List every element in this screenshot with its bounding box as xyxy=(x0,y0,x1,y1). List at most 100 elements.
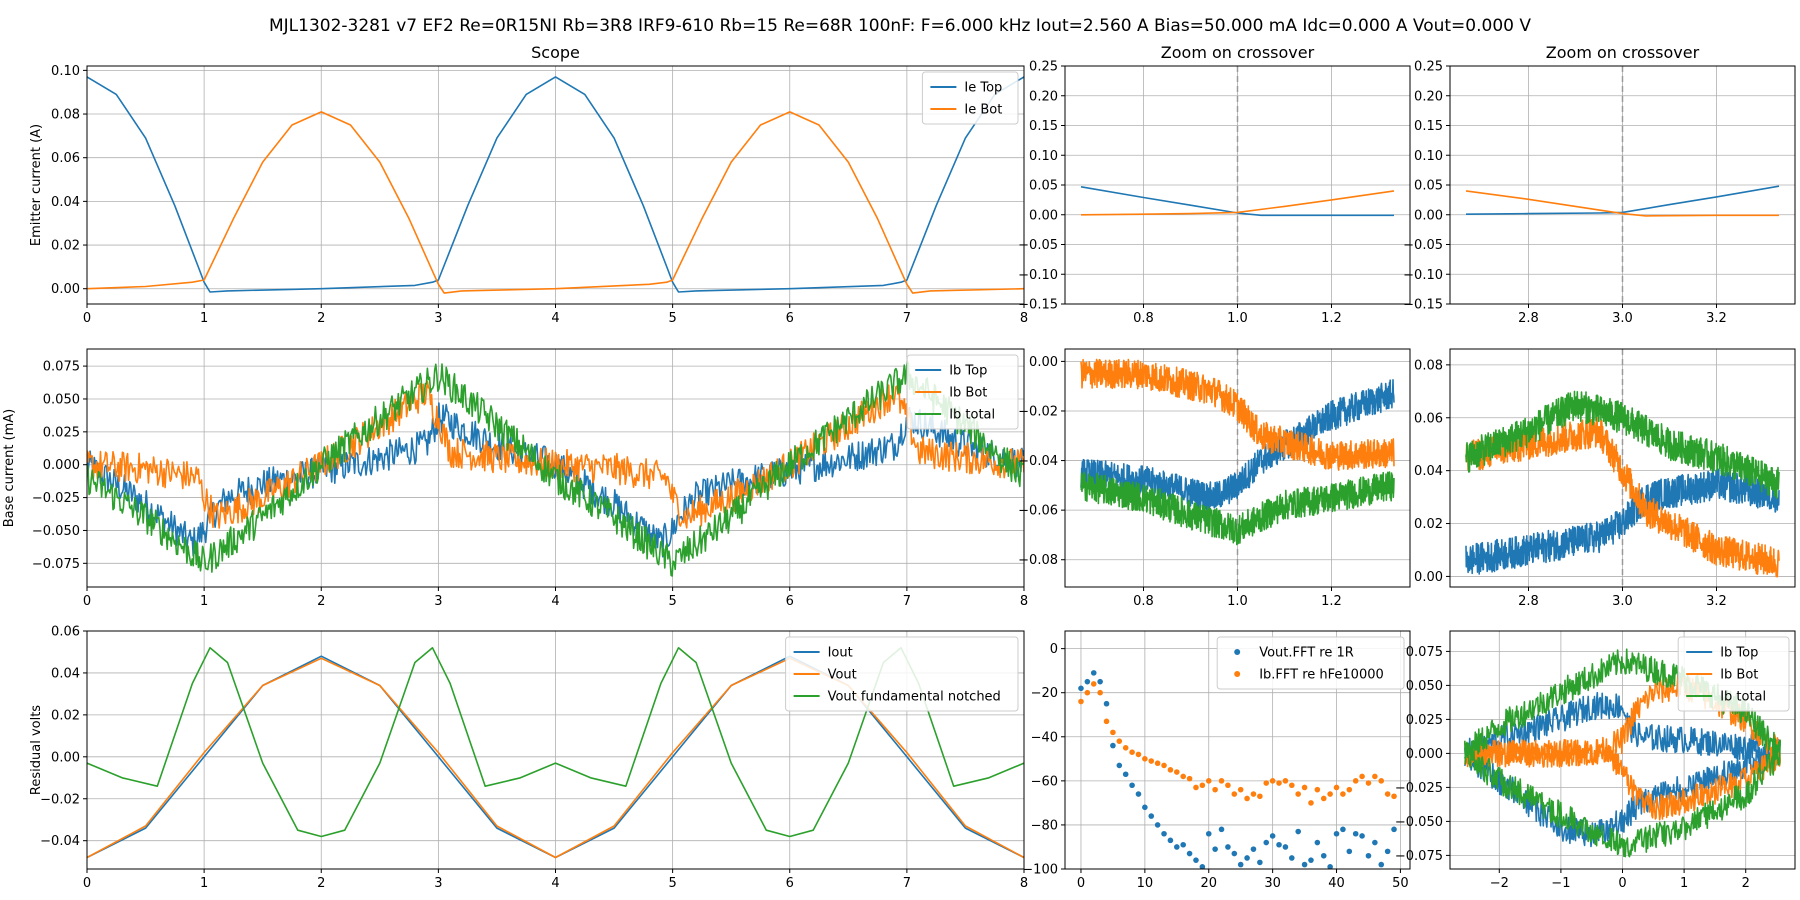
y-tick-label: −0.050 xyxy=(1395,815,1443,830)
y-tick-label: −0.02 xyxy=(40,792,80,807)
legend-box xyxy=(1677,636,1790,712)
x-tick-label: 0.8 xyxy=(1133,594,1154,609)
data-point xyxy=(1244,795,1250,802)
legend-box xyxy=(785,636,1019,712)
axes-fft: 0 10 20 30 40 50 −100 −80 −60 −40 −20 0 Vout.FFT re … xyxy=(1022,630,1411,891)
data-point xyxy=(1180,841,1186,848)
y-tick-label: −80 xyxy=(1031,818,1058,833)
data-point xyxy=(1308,800,1314,806)
legend-label: Ie Bot xyxy=(964,103,1002,118)
y-tick-label: 0.025 xyxy=(43,425,80,440)
series-ib-total xyxy=(1465,390,1780,500)
axes-title: Scope xyxy=(531,43,580,62)
y-tick-label: −0.02 xyxy=(1018,404,1058,419)
x-tick-label: 3.0 xyxy=(1612,594,1633,609)
data-point xyxy=(1161,762,1167,769)
x-tick-label: 7 xyxy=(903,311,911,326)
y-tick-label: 0.06 xyxy=(1414,411,1443,426)
y-tick-label: 0.025 xyxy=(1406,713,1443,728)
y-tick-label: 0.02 xyxy=(51,708,80,723)
data-point xyxy=(1161,830,1167,837)
x-tick-label: 1.0 xyxy=(1227,311,1248,326)
data-point xyxy=(1346,848,1353,855)
data-point xyxy=(1257,793,1263,800)
data-point xyxy=(1244,855,1250,861)
data-point xyxy=(1327,791,1333,797)
y-tick-label: 0.00 xyxy=(1414,208,1443,223)
data-point xyxy=(1289,855,1295,861)
y-tick-label: 0.050 xyxy=(43,392,80,407)
data-point xyxy=(1320,852,1327,859)
data-point xyxy=(1154,822,1161,828)
axes-zoom_emitter_3: 2.8 3.0 3.2 −0.15 −0.10 −0.05 0.00 0.05 0.10 0.15… xyxy=(1403,43,1796,326)
x-tick-label: 40 xyxy=(1328,876,1345,891)
plot-area xyxy=(1078,670,1397,869)
data-point xyxy=(1365,852,1372,859)
data-point xyxy=(1333,784,1340,791)
x-tick-label: 1.2 xyxy=(1321,311,1342,326)
y-tick-label: 0.05 xyxy=(1414,179,1443,194)
y-axis-label: Residual volts xyxy=(29,705,44,795)
y-tick-label: −0.04 xyxy=(40,834,80,849)
data-point xyxy=(1384,848,1391,855)
y-tick-label: −0.075 xyxy=(32,557,80,572)
data-point xyxy=(1193,857,1199,863)
series-ie-bot xyxy=(87,111,1024,294)
x-tick-label: 4 xyxy=(551,876,559,891)
legend: Ie Top Ie Bot xyxy=(921,71,1019,125)
legend: Vout.FFT re 1R Ib.FFT re hFe10000 xyxy=(1216,636,1405,690)
y-tick-label: −0.04 xyxy=(1018,454,1058,469)
legend: Ib Top Ib Bot Ib total xyxy=(906,354,1019,430)
x-tick-label: 1 xyxy=(200,594,208,609)
y-tick-label: 0.000 xyxy=(43,458,80,473)
y-tick-label: −0.10 xyxy=(1018,268,1058,283)
y-tick-label: 0.20 xyxy=(1029,89,1058,104)
y-tick-label: 0.06 xyxy=(51,151,80,166)
x-tick-label: 6 xyxy=(786,876,794,891)
data-point xyxy=(1359,773,1365,780)
data-point xyxy=(1199,782,1206,789)
y-tick-label: −40 xyxy=(1031,730,1058,745)
data-point xyxy=(1148,758,1155,764)
data-point xyxy=(1301,861,1308,868)
data-point xyxy=(1378,861,1385,868)
data-point xyxy=(1276,780,1282,786)
legend-label: Ib Top xyxy=(949,364,987,379)
x-tick-label: 4 xyxy=(551,311,559,326)
data-point xyxy=(1231,850,1238,857)
data-point xyxy=(1282,844,1289,850)
x-tick-label: 2 xyxy=(317,876,325,891)
series-ie-bot xyxy=(1465,190,1779,217)
data-point xyxy=(1090,681,1097,687)
data-point xyxy=(1250,791,1257,797)
x-tick-label: 3.2 xyxy=(1706,594,1727,609)
data-point xyxy=(1237,861,1244,868)
data-point xyxy=(1122,744,1129,751)
series-ie-top xyxy=(1465,185,1780,215)
data-point xyxy=(1180,773,1186,780)
data-point xyxy=(1116,762,1123,769)
x-tick-label: 0 xyxy=(83,311,91,326)
series-ib-bot xyxy=(1080,358,1395,471)
x-tick-label: 8 xyxy=(1020,594,1028,609)
plot-area xyxy=(1464,648,1781,858)
data-point xyxy=(1135,751,1142,758)
data-point xyxy=(1269,833,1276,839)
data-point xyxy=(1225,844,1231,850)
series-ib-total xyxy=(1464,648,1781,858)
x-tick-label: 0 xyxy=(83,594,91,609)
axes-ib_vs_vout: −2 −1 0 1 2 −0.075 −0.050 −0.025 0.000 0.025 0.050… xyxy=(1395,630,1796,891)
series-vout-fft-re-1r xyxy=(1078,670,1397,869)
data-point xyxy=(1346,786,1353,793)
x-tick-label: 5 xyxy=(668,311,676,326)
data-point xyxy=(1225,782,1231,789)
data-point xyxy=(1148,813,1155,819)
y-tick-label: 0.10 xyxy=(1414,149,1443,164)
y-tick-label: 0.00 xyxy=(1029,208,1058,223)
data-point xyxy=(1295,828,1301,835)
data-point xyxy=(1263,839,1270,846)
x-tick-label: 20 xyxy=(1200,876,1217,891)
data-point xyxy=(1142,804,1148,811)
y-tick-label: 0.05 xyxy=(1029,179,1058,194)
